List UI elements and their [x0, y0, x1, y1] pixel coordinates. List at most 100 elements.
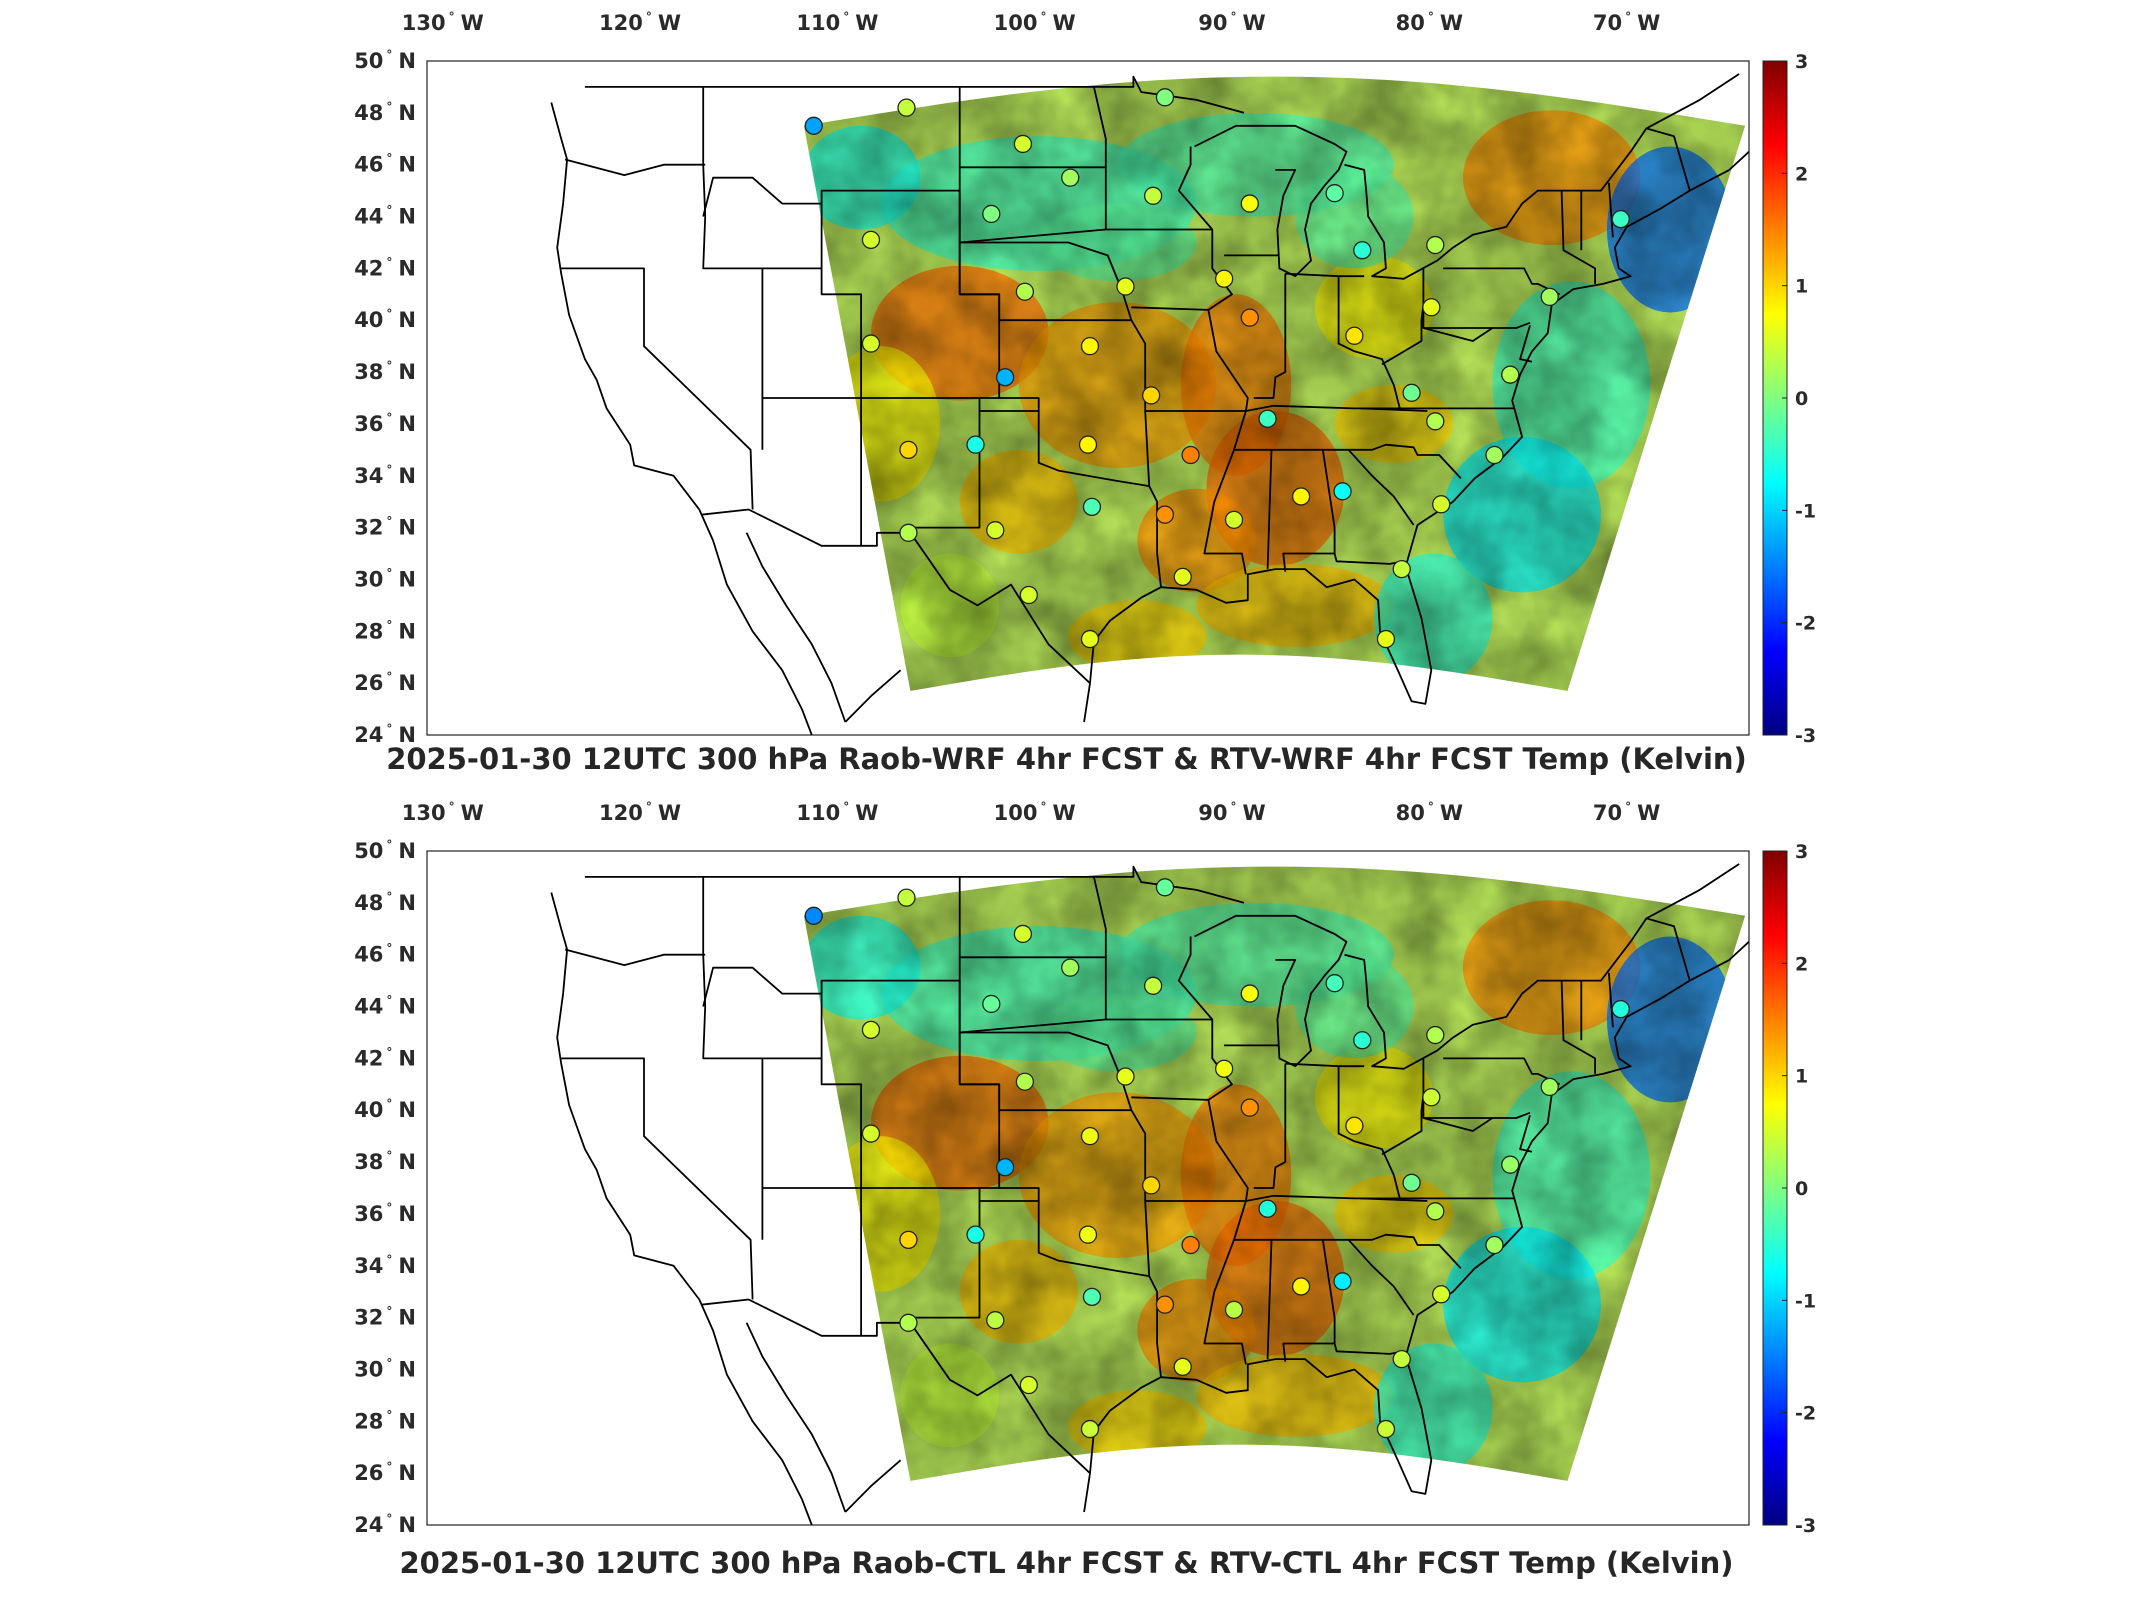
raob-station-marker	[1540, 287, 1559, 307]
map-title-top: 2025-01-30 12UTC 300 hPa Raob-WRF 4hr FC…	[386, 742, 1747, 776]
raob-station-marker	[1325, 974, 1344, 993]
colorbar-tick-label: 3	[1795, 51, 1808, 73]
raob-station-marker	[1345, 1116, 1364, 1135]
raob-station-marker	[982, 204, 1001, 224]
lat-tick-label: 40 ° N	[354, 307, 416, 332]
raob-station-marker	[1080, 1127, 1100, 1146]
raob-station-marker	[804, 906, 823, 925]
raob-station-marker	[1392, 559, 1411, 579]
raob-station-marker	[982, 994, 1001, 1014]
state-boundaries	[550, 863, 1750, 1526]
raob-station-marker	[1501, 1155, 1520, 1174]
lat-tick-label: 40 ° N	[354, 1097, 416, 1122]
raob-station-marker	[1155, 88, 1175, 107]
lat-tick-label: 44 ° N	[354, 204, 416, 229]
raob-station-marker	[1155, 505, 1175, 524]
lat-tick-label: 48 ° N	[354, 100, 416, 125]
raob-station-marker	[1345, 326, 1364, 345]
lat-tick-label: 38 ° N	[354, 1149, 416, 1174]
raob-station-marker	[1078, 1225, 1098, 1244]
raob-station-marker	[897, 98, 916, 117]
raob-station-marker	[1181, 445, 1200, 465]
raob-station-marker	[1422, 1088, 1441, 1107]
lat-tick-label: 50 ° N	[354, 838, 416, 863]
lat-tick-label: 32 ° N	[354, 515, 416, 540]
lon-tick-label: 130 ° W	[402, 10, 484, 35]
raob-station-marker	[897, 888, 916, 907]
raob-station-marker	[1402, 1173, 1421, 1192]
raob-station-marker	[804, 116, 823, 135]
lon-tick-label: 70 ° W	[1593, 10, 1660, 35]
raob-station-marker	[1426, 412, 1445, 431]
colorbar-tick-label: -1	[1795, 1290, 1816, 1312]
colorbar-tick-label: 1	[1795, 1066, 1808, 1088]
colorbar-tick-label: 1	[1795, 276, 1808, 298]
raob-station-marker	[861, 230, 881, 250]
raob-station-marker	[1224, 1300, 1244, 1319]
raob-station-marker	[1426, 1202, 1445, 1221]
lat-tick-label: 30 ° N	[354, 566, 416, 591]
raob-station-marker	[1422, 298, 1441, 317]
raob-station-marker	[1258, 409, 1277, 428]
raob-station-marker	[1173, 1357, 1192, 1377]
lat-tick-label: 26 ° N	[354, 1460, 416, 1485]
panel-raob-ctl: 130 ° W 120 ° W 110 ° W 100 ° W 90 ° W 80 ° W 70 ° W 50 ° N 48 ° N…	[0, 790, 2133, 1600]
colorbar-tick-label: -3	[1795, 1515, 1816, 1537]
lat-tick-label: 38 ° N	[354, 359, 416, 384]
raob-station-marker	[1082, 497, 1102, 517]
raob-station-marker	[861, 1124, 881, 1143]
colorbar-tick-label: 2	[1795, 953, 1808, 975]
raob-station-marker	[1501, 365, 1520, 384]
raob-station-marker	[1116, 277, 1135, 296]
lat-tick-label: 36 ° N	[354, 411, 416, 436]
raob-station-marker	[1224, 510, 1244, 529]
raob-station-marker	[899, 440, 918, 459]
lat-tick-label: 48 ° N	[354, 890, 416, 915]
raob-station-marker	[1485, 1235, 1504, 1255]
colorbar-tick-label: 2	[1795, 163, 1808, 185]
raob-station-marker	[899, 523, 918, 542]
lon-tick-label: 110 ° W	[796, 10, 878, 35]
raob-station-marker	[1214, 1059, 1234, 1078]
lon-tick-label: 100 ° W	[994, 10, 1076, 35]
raob-station-marker	[1432, 1285, 1451, 1304]
raob-station-marker	[1353, 241, 1372, 260]
raob-station-marker	[899, 1313, 918, 1332]
raob-station-marker	[861, 334, 881, 353]
raob-station-marker	[1143, 976, 1163, 995]
raob-station-marker	[1325, 184, 1344, 203]
raob-station-marker	[1173, 567, 1192, 587]
lon-tick-label: 70 ° W	[1593, 800, 1660, 825]
colorbar-tick-label: -3	[1795, 725, 1816, 747]
temperature-field	[803, 76, 1746, 691]
lat-tick-label: 30 ° N	[354, 1356, 416, 1381]
state-boundaries	[550, 73, 1750, 736]
raob-station-marker	[1155, 1295, 1175, 1314]
raob-station-marker	[1540, 1077, 1559, 1097]
raob-station-marker	[1485, 445, 1504, 465]
colorbar-tick-label: 0	[1795, 388, 1808, 410]
raob-station-marker	[995, 1158, 1015, 1177]
raob-station-marker	[1061, 958, 1080, 977]
lat-tick-label: 26 ° N	[354, 670, 416, 695]
raob-station-marker	[899, 1230, 918, 1249]
raob-station-marker	[1080, 1419, 1100, 1439]
panel-raob-wrf: 130 ° W 120 ° W 110 ° W 100 ° W 90 ° W 80 ° W 70 ° W 50 ° N 48 ° N…	[0, 0, 2133, 790]
lat-tick-label: 42 ° N	[354, 1045, 416, 1070]
raob-station-marker	[1214, 269, 1234, 288]
raob-station-marker	[1015, 282, 1035, 301]
raob-station-marker	[1402, 383, 1421, 402]
raob-station-marker	[1181, 1235, 1200, 1255]
raob-station-marker	[1258, 1199, 1277, 1218]
lon-tick-label: 90 ° W	[1198, 10, 1265, 35]
raob-station-marker	[1333, 1272, 1352, 1291]
lon-tick-label: 130 ° W	[402, 800, 484, 825]
raob-station-marker	[1426, 1025, 1445, 1045]
raob-station-marker	[1333, 482, 1352, 501]
raob-station-marker	[966, 1225, 985, 1244]
lat-tick-label: 24 ° N	[354, 1512, 416, 1537]
raob-station-marker	[1240, 1098, 1259, 1117]
raob-station-marker	[1291, 1277, 1311, 1296]
raob-stations	[804, 878, 1630, 1439]
raob-station-marker	[1116, 1067, 1135, 1086]
